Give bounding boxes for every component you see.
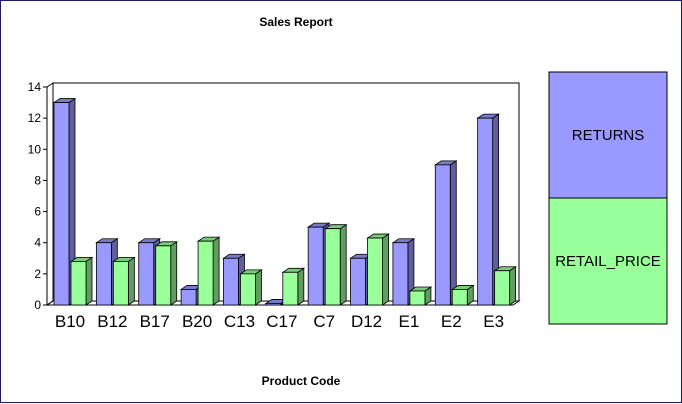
x-tick-label: B17 xyxy=(140,312,170,331)
legend-label: RETAIL_PRICE xyxy=(555,253,661,270)
bar-front xyxy=(307,226,324,306)
x-tick-labels: B10 B12 B17 B20 C13 C17 C7 D12 E1 E2 E3 xyxy=(55,312,504,331)
bar-front xyxy=(265,303,282,306)
x-tick-label: C7 xyxy=(313,312,335,331)
legend-swatch xyxy=(548,197,668,325)
bar-returns-e1 xyxy=(391,237,416,306)
bar-retail-price-b17 xyxy=(154,241,179,306)
x-axis-title: Product Code xyxy=(262,374,341,388)
bar-retail-price-c13 xyxy=(239,269,263,306)
y-tick-label: 2 xyxy=(34,267,41,281)
bar-front xyxy=(240,273,256,306)
bar-side xyxy=(297,267,305,306)
x-tick-label: B20 xyxy=(182,312,212,331)
bar-retail-price-e3 xyxy=(493,265,517,306)
bar-front xyxy=(138,242,155,306)
x-tick-label: B10 xyxy=(55,312,85,331)
bar-returns-b12 xyxy=(95,237,119,306)
bar-front xyxy=(409,290,426,306)
bar-retail-price-d12 xyxy=(366,233,390,306)
bar-front xyxy=(223,257,239,306)
y-tick-label: 10 xyxy=(28,142,42,156)
bar-side xyxy=(255,269,262,306)
bar-front xyxy=(392,242,409,306)
chart-title: Sales Report xyxy=(259,15,332,29)
bar-front xyxy=(367,237,383,306)
bar-front xyxy=(180,289,197,306)
x-tick-label: E2 xyxy=(441,312,462,331)
x-tick-label: E3 xyxy=(483,312,504,331)
x-tick-label: D12 xyxy=(351,312,382,331)
y-tick-label: 14 xyxy=(28,80,42,94)
bar-retail-price-b12 xyxy=(112,256,136,306)
bar-retail-price-c7 xyxy=(323,223,348,306)
bar-returns-b10 xyxy=(52,97,77,306)
bar-front xyxy=(155,245,172,306)
bar-front xyxy=(197,240,214,306)
x-tick-label: C13 xyxy=(224,312,255,331)
y-tick-label: 12 xyxy=(28,111,42,125)
y-tick-label: 4 xyxy=(34,236,41,250)
bar-retail-price-e2 xyxy=(450,284,475,306)
bar-front xyxy=(350,257,366,306)
bar-front xyxy=(282,271,299,306)
legend-swatch xyxy=(548,71,668,199)
bar-side xyxy=(339,223,347,306)
x-tick-label: C17 xyxy=(266,312,297,331)
bar-front xyxy=(95,242,112,306)
bar-retail-price-e1 xyxy=(408,286,433,306)
bar-returns-e2 xyxy=(433,160,458,306)
y-tick-label: 8 xyxy=(34,173,41,187)
bar-retail-price-b20 xyxy=(196,236,221,306)
y-tick-label: 6 xyxy=(34,205,41,219)
bar-side xyxy=(212,236,220,306)
bar-side xyxy=(127,256,135,306)
bar-front xyxy=(324,228,341,306)
bar-front xyxy=(477,117,494,306)
bar-side xyxy=(449,160,457,306)
bar-front xyxy=(494,270,511,306)
x-tick-label: E1 xyxy=(399,312,420,331)
legend: RETURNS RETAIL_PRICE xyxy=(548,71,668,325)
left-wall xyxy=(46,82,54,306)
bar-side xyxy=(85,256,93,306)
bar-returns-e3 xyxy=(476,113,500,306)
x-tick-label: B12 xyxy=(97,312,127,331)
bar-front xyxy=(70,260,87,306)
bar-side xyxy=(509,265,517,306)
legend-label: RETURNS xyxy=(572,127,645,144)
bar-front xyxy=(434,164,451,306)
bar-front xyxy=(112,260,129,306)
bar-retail-price-b10 xyxy=(69,256,94,306)
bar-returns-b20 xyxy=(179,284,204,306)
bar-front xyxy=(53,102,70,306)
bar-front xyxy=(451,289,468,306)
y-tick-label: 0 xyxy=(34,298,41,312)
bar-side xyxy=(382,233,389,306)
bar-side xyxy=(170,241,178,306)
bars xyxy=(52,97,517,306)
bar-retail-price-c17 xyxy=(281,267,306,306)
